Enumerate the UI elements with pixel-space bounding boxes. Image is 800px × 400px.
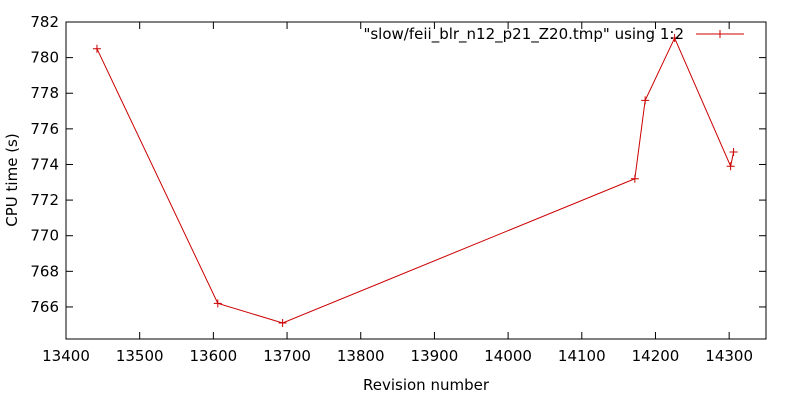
y-axis: 766 768 770 772 774 776 778 780 782 [30, 13, 766, 316]
y-tick-label: 782 [30, 13, 59, 31]
x-tick-label: 13600 [190, 347, 238, 365]
series-layer [92, 34, 738, 327]
series-line [96, 36, 735, 324]
y-tick-label: 778 [30, 84, 59, 102]
x-tick-label: 14100 [558, 347, 606, 365]
data-point [726, 162, 735, 171]
x-tick-label: 13900 [411, 347, 459, 365]
y-tick-label: 770 [30, 227, 59, 245]
x-tick-label: 13400 [42, 347, 90, 365]
x-tick-label: 14300 [705, 347, 753, 365]
data-point [630, 174, 639, 183]
y-tick-label: 766 [30, 298, 59, 316]
plot-frame [65, 21, 767, 340]
data-point [641, 96, 650, 105]
y-tick-label: 768 [30, 262, 59, 280]
x-tick-label: 14200 [632, 347, 680, 365]
x-tick-label: 13800 [337, 347, 385, 365]
data-point [278, 318, 287, 327]
x-axis-title: Revision number [363, 376, 490, 394]
data-point [729, 148, 738, 157]
y-tick-label: 780 [30, 49, 59, 67]
legend: "slow/feii_blr_n12_p21_Z20.tmp" using 1:… [363, 25, 744, 44]
data-point [670, 34, 679, 43]
x-tick-label: 14000 [484, 347, 532, 365]
x-axis: 13400 13500 13600 13700 13800 13900 14000 14100… [42, 22, 753, 365]
legend-marker [716, 30, 724, 38]
y-axis-title: CPU time (s) [3, 133, 21, 226]
x-tick-label: 13700 [263, 347, 311, 365]
y-tick-label: 774 [30, 155, 59, 173]
y-tick-label: 772 [30, 191, 59, 209]
data-point [213, 299, 222, 308]
legend-label: "slow/feii_blr_n12_p21_Z20.tmp" using 1:… [363, 25, 684, 44]
y-tick-label: 776 [30, 120, 59, 138]
x-tick-label: 13500 [116, 347, 164, 365]
data-point [92, 44, 101, 53]
